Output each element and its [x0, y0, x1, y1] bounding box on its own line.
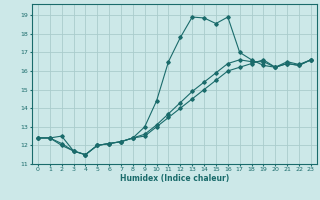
X-axis label: Humidex (Indice chaleur): Humidex (Indice chaleur) [120, 174, 229, 183]
